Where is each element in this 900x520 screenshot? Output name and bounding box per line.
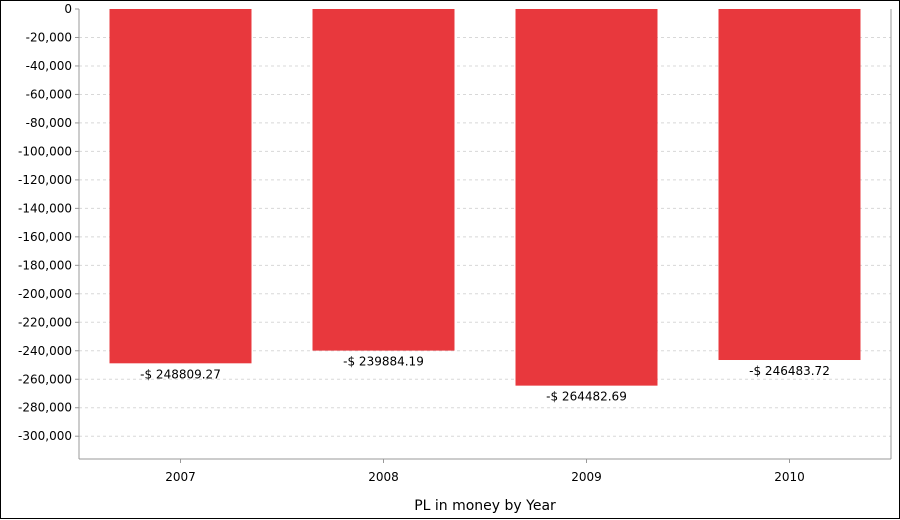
y-tick-label: -200,000 — [18, 287, 72, 301]
x-tick-label: 2007 — [165, 470, 196, 484]
data-label-2008: -$ 239884.19 — [343, 355, 424, 369]
y-tick-label: -180,000 — [18, 258, 72, 272]
data-labels: -$ 248809.27 -$ 239884.19 -$ 264482.69 -$ 2… — [140, 355, 830, 404]
y-tick-label: -120,000 — [18, 173, 72, 187]
data-label-2007: -$ 248809.27 — [140, 367, 221, 381]
bar-2009 — [515, 9, 658, 386]
bars — [109, 9, 861, 386]
y-tick-label: -160,000 — [18, 230, 72, 244]
y-tick-label: -300,000 — [18, 429, 72, 443]
y-tick-label: -140,000 — [18, 201, 72, 215]
x-axis-ticks: 2007 2008 2009 2010 — [165, 459, 805, 484]
data-label-2009: -$ 264482.69 — [546, 390, 627, 404]
y-tick-label: -100,000 — [18, 144, 72, 158]
y-tick-label: -40,000 — [26, 59, 72, 73]
x-tick-label: 2008 — [368, 470, 399, 484]
y-tick-label: -80,000 — [26, 116, 72, 130]
y-tick-label: 0 — [64, 2, 72, 16]
x-tick-label: 2010 — [774, 470, 805, 484]
bar-2007 — [109, 9, 252, 364]
bar-2010 — [718, 9, 861, 361]
y-tick-label: -260,000 — [18, 372, 72, 386]
y-axis-ticks: 0 -20,000 -40,000 -60,000 -80,000 -100,000 -12… — [18, 2, 79, 443]
axes — [78, 9, 892, 460]
data-label-2010: -$ 246483.72 — [749, 364, 830, 378]
bar-2008 — [312, 9, 455, 351]
x-axis-title: PL in money by Year — [414, 498, 556, 514]
y-tick-label: -280,000 — [18, 401, 72, 415]
y-tick-label: -240,000 — [18, 344, 72, 358]
y-tick-label: -60,000 — [26, 87, 72, 101]
y-tick-label: -220,000 — [18, 315, 72, 329]
x-tick-label: 2009 — [571, 470, 602, 484]
y-tick-label: -20,000 — [26, 30, 72, 44]
